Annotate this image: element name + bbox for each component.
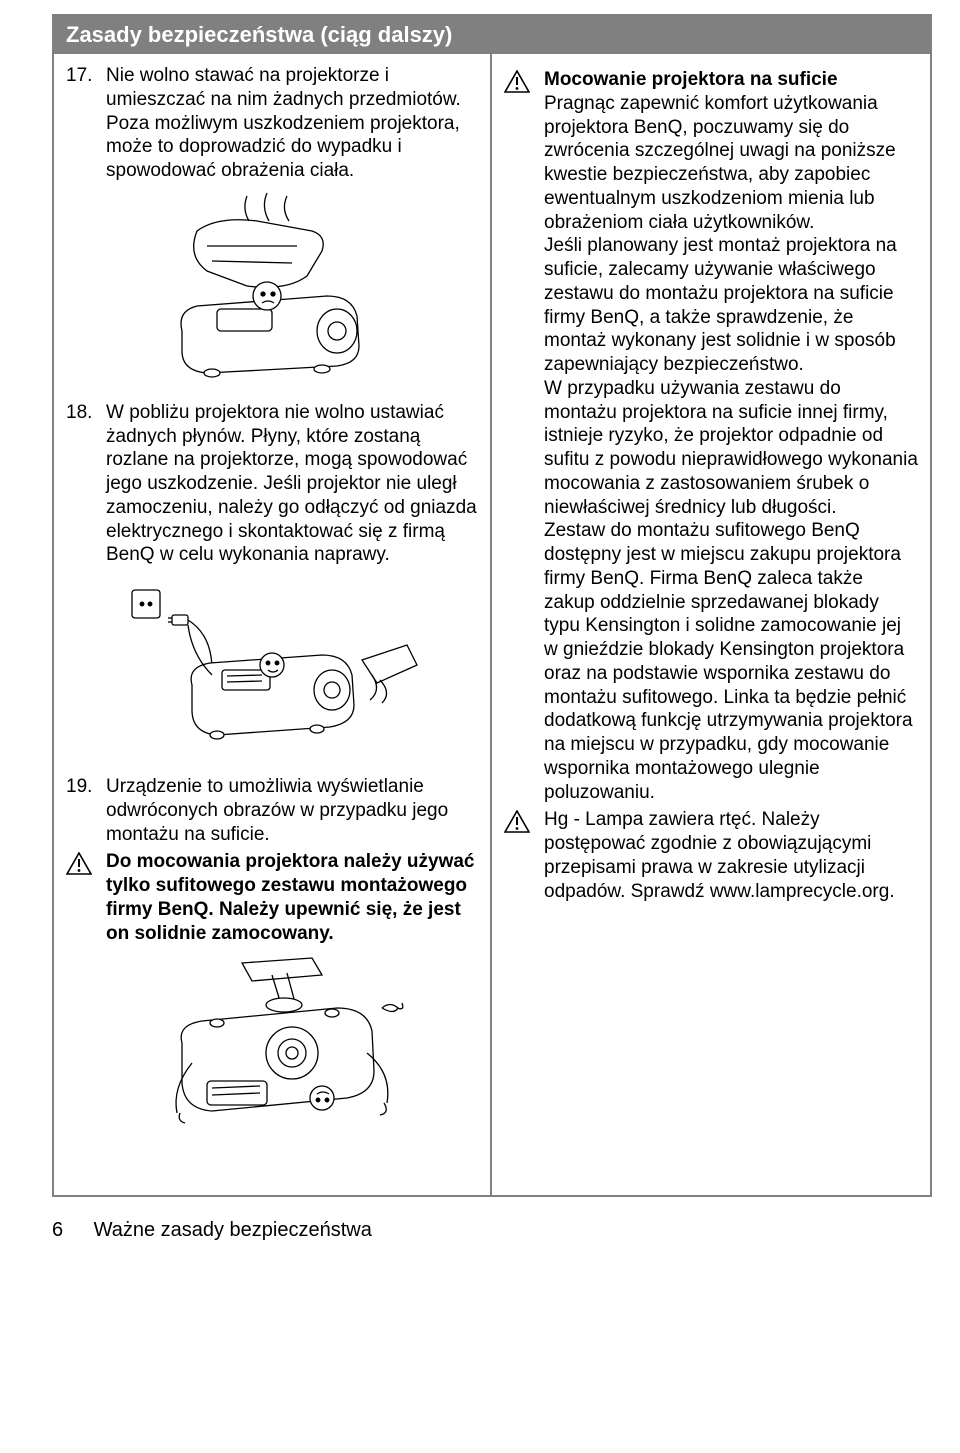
warning-left: Do mocowania projektora należy używać ty…: [66, 850, 478, 945]
ceiling-mount-para3: W przypadku używania zestawu do montażu …: [544, 377, 918, 520]
right-column: Mocowanie projektora na suficie Pragnąc …: [492, 54, 930, 1195]
warning-icon-cell: [504, 68, 544, 804]
ceiling-mount-para4: Zestaw do montażu sufitowego BenQ dostęp…: [544, 519, 918, 804]
illustration-projector-liquid: [66, 575, 478, 765]
ceiling-mount-para1: Pragnąc zapewnić komfort użytkowania pro…: [544, 92, 918, 235]
illustration-ceiling-mount: [66, 953, 478, 1173]
section-title: Zasady bezpieczeństwa (ciąg dalszy): [66, 22, 452, 47]
section-header: Zasady bezpieczeństwa (ciąg dalszy): [54, 16, 930, 54]
item-18: 18. W pobliżu projektora nie wolno ustaw…: [66, 401, 478, 567]
warning-icon-cell: [66, 850, 106, 945]
warning-icon-cell: [504, 808, 544, 903]
item-18-number: 18.: [66, 401, 106, 567]
warning-icon: [504, 810, 530, 833]
item-17: 17. Nie wolno stawać na projektorze i um…: [66, 64, 478, 183]
ceiling-mount-title: Mocowanie projektora na suficie: [544, 68, 918, 92]
item-17-number: 17.: [66, 64, 106, 183]
warning-icon: [66, 852, 92, 875]
page-number: 6: [52, 1219, 88, 1242]
warning-icon: [504, 70, 530, 93]
footer-section: Ważne zasady bezpieczeństwa: [94, 1219, 372, 1241]
warning-right-1-body: Mocowanie projektora na suficie Pragnąc …: [544, 68, 918, 804]
left-column: 17. Nie wolno stawać na projektorze i um…: [54, 54, 492, 1195]
warning-right-2: Hg - Lampa zawiera rtęć. Należy postępow…: [504, 808, 918, 903]
item-18-text: W pobliżu projektora nie wolno ustawiać …: [106, 401, 478, 567]
warning-right-2-text: Hg - Lampa zawiera rtęć. Należy postępow…: [544, 808, 918, 903]
item-19-text: Urządzenie to umożliwia wyświetlanie odw…: [106, 775, 478, 846]
warning-right-1: Mocowanie projektora na suficie Pragnąc …: [504, 68, 918, 804]
item-19-number: 19.: [66, 775, 106, 846]
item-19: 19. Urządzenie to umożliwia wyświetlanie…: [66, 775, 478, 846]
illustration-projector-books: [66, 191, 478, 391]
ceiling-mount-para2: Jeśli planowany jest montaż projektora n…: [544, 234, 918, 377]
content-columns: 17. Nie wolno stawać na projektorze i um…: [54, 54, 930, 1195]
item-17-text: Nie wolno stawać na projektorze i umiesz…: [106, 64, 478, 183]
safety-frame: Zasady bezpieczeństwa (ciąg dalszy) 17. …: [52, 14, 932, 1197]
warning-left-text: Do mocowania projektora należy używać ty…: [106, 850, 478, 945]
page-footer: 6 Ważne zasady bezpieczeństwa: [52, 1219, 932, 1242]
